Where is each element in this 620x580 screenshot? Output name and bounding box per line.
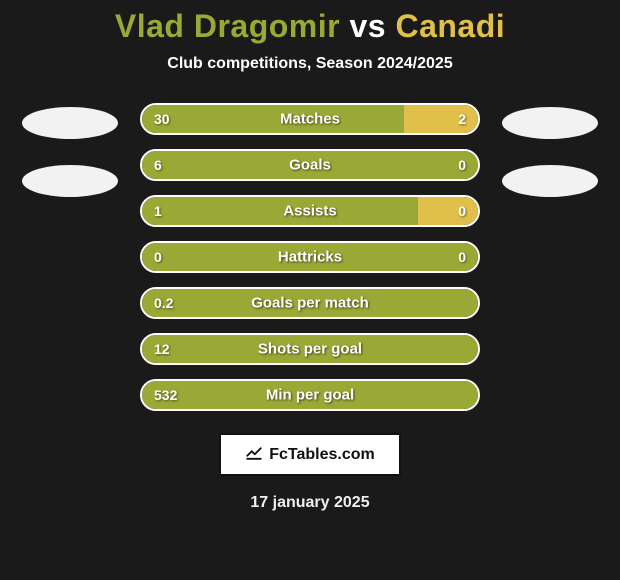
bar-left-value: 0 <box>154 249 162 265</box>
bar-label: Goals per match <box>251 295 369 312</box>
bar-left-fill <box>142 197 418 225</box>
player2-name: Canadi <box>395 8 505 44</box>
stat-bar: 0.2 Goals per match <box>140 287 480 319</box>
chart-icon <box>245 443 263 466</box>
page-title: Vlad Dragomir vs Canadi <box>115 8 505 45</box>
bar-right-value: 0 <box>458 157 466 173</box>
branding-badge: FcTables.com <box>219 433 401 476</box>
bar-right-value: 2 <box>458 111 466 127</box>
branding-label: FcTables.com <box>269 446 375 464</box>
bar-left-value: 0.2 <box>154 295 173 311</box>
team-logo-placeholder <box>502 165 598 197</box>
bar-label: Goals <box>289 157 331 174</box>
bar-left-value: 6 <box>154 157 162 173</box>
bar-label: Assists <box>283 203 336 220</box>
comparison-infographic: Vlad Dragomir vs Canadi Club competition… <box>0 0 620 580</box>
date-label: 17 january 2025 <box>250 494 369 512</box>
bar-left-value: 12 <box>154 341 170 357</box>
bar-left-value: 1 <box>154 203 162 219</box>
stat-bar: 12 Shots per goal <box>140 333 480 365</box>
stat-bar: 1 0 Assists <box>140 195 480 227</box>
chart-area: 30 2 Matches 6 0 Goals 1 0 Assists 0 0 Hattricks 0.2… <box>0 103 620 411</box>
bar-left-value: 30 <box>154 111 170 127</box>
subtitle: Club competitions, Season 2024/2025 <box>167 55 452 73</box>
team-logo-placeholder <box>22 165 118 197</box>
player1-name: Vlad Dragomir <box>115 8 340 44</box>
bar-label: Min per goal <box>266 387 354 404</box>
bar-label: Hattricks <box>278 249 342 266</box>
left-logo-column <box>22 103 122 197</box>
stat-bar: 6 0 Goals <box>140 149 480 181</box>
right-logo-column <box>498 103 598 197</box>
bar-label: Matches <box>280 111 340 128</box>
bar-right-fill <box>404 105 478 133</box>
stat-bars: 30 2 Matches 6 0 Goals 1 0 Assists 0 0 Hattricks 0.2… <box>140 103 480 411</box>
stat-bar: 30 2 Matches <box>140 103 480 135</box>
bar-left-value: 532 <box>154 387 177 403</box>
bar-right-value: 0 <box>458 203 466 219</box>
bar-left-fill <box>142 105 404 133</box>
vs-text: vs <box>349 8 386 44</box>
bar-right-value: 0 <box>458 249 466 265</box>
team-logo-placeholder <box>22 107 118 139</box>
team-logo-placeholder <box>502 107 598 139</box>
bar-label: Shots per goal <box>258 341 362 358</box>
stat-bar: 0 0 Hattricks <box>140 241 480 273</box>
stat-bar: 532 Min per goal <box>140 379 480 411</box>
bar-right-fill <box>418 197 478 225</box>
